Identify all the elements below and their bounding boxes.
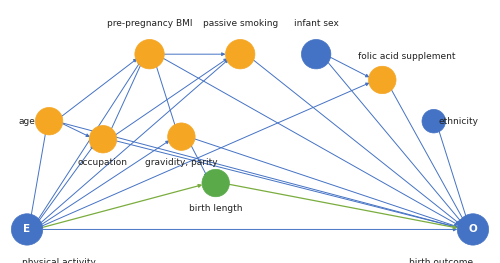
Text: E: E (24, 224, 30, 234)
Text: pre-pregnancy BMI: pre-pregnancy BMI (107, 19, 192, 28)
Ellipse shape (168, 123, 195, 150)
Ellipse shape (12, 214, 42, 245)
Text: O: O (468, 224, 477, 234)
Text: passive smoking: passive smoking (202, 19, 278, 28)
Ellipse shape (422, 109, 446, 133)
Text: birth outcome: birth outcome (409, 258, 473, 263)
Ellipse shape (202, 169, 230, 197)
Text: occupation: occupation (78, 158, 128, 167)
Text: birth length: birth length (189, 204, 242, 213)
Text: ethnicity: ethnicity (438, 117, 478, 126)
Ellipse shape (302, 39, 331, 69)
Text: age: age (18, 117, 36, 126)
Text: infant sex: infant sex (294, 19, 339, 28)
Text: gravidity, parity: gravidity, parity (145, 158, 218, 167)
Ellipse shape (458, 214, 488, 245)
Text: physical activity: physical activity (22, 258, 96, 263)
Ellipse shape (135, 39, 164, 69)
Ellipse shape (90, 125, 117, 153)
Text: folic acid supplement: folic acid supplement (358, 52, 456, 61)
Ellipse shape (226, 39, 255, 69)
Ellipse shape (36, 108, 63, 135)
Ellipse shape (368, 66, 396, 94)
